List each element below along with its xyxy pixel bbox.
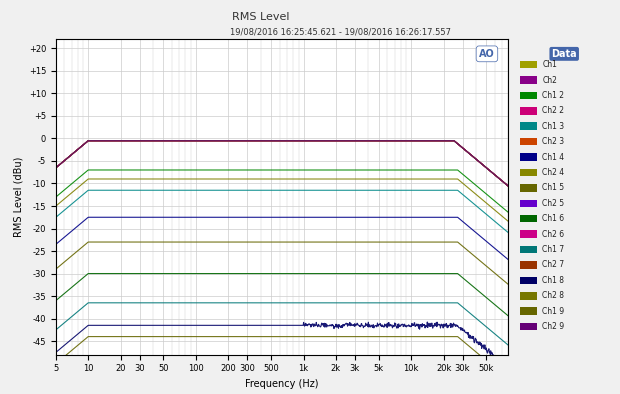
Text: Ch1 7: Ch1 7 <box>542 245 564 254</box>
Bar <box>520 277 538 284</box>
Bar <box>520 199 538 207</box>
Text: 19/08/2016 16:25:45.621 - 19/08/2016 16:26:17.557: 19/08/2016 16:25:45.621 - 19/08/2016 16:… <box>231 28 451 37</box>
Text: Ch2: Ch2 <box>542 76 557 85</box>
Bar <box>520 107 538 115</box>
Bar <box>520 153 538 161</box>
Bar <box>520 61 538 69</box>
Text: Ch1 9: Ch1 9 <box>542 307 564 316</box>
Text: Ch2 3: Ch2 3 <box>542 137 564 146</box>
Bar <box>520 123 538 130</box>
Bar <box>520 230 538 238</box>
Text: Ch2 8: Ch2 8 <box>542 291 564 300</box>
Text: Ch1 6: Ch1 6 <box>542 214 564 223</box>
Text: Ch1 5: Ch1 5 <box>542 183 564 192</box>
Text: Ch1: Ch1 <box>542 60 557 69</box>
Text: Data: Data <box>551 49 577 59</box>
Bar <box>520 307 538 315</box>
Text: Ch1 3: Ch1 3 <box>542 122 564 131</box>
Text: Ch1 4: Ch1 4 <box>542 152 564 162</box>
Bar <box>520 261 538 269</box>
Bar <box>520 323 538 330</box>
Text: Ch1 2: Ch1 2 <box>542 91 564 100</box>
Bar <box>520 92 538 99</box>
Text: AO: AO <box>479 49 495 59</box>
Text: Ch2 4: Ch2 4 <box>542 168 564 177</box>
Text: Ch1 8: Ch1 8 <box>542 276 564 285</box>
Text: Ch2 5: Ch2 5 <box>542 199 564 208</box>
Bar <box>520 76 538 84</box>
Text: RMS Level: RMS Level <box>232 12 289 22</box>
X-axis label: Frequency (Hz): Frequency (Hz) <box>246 379 319 389</box>
Text: Ch2 9: Ch2 9 <box>542 322 564 331</box>
Text: Ch2 2: Ch2 2 <box>542 106 564 115</box>
Bar <box>520 138 538 145</box>
Bar <box>520 184 538 191</box>
Text: Ch2 7: Ch2 7 <box>542 260 564 269</box>
Bar <box>520 292 538 299</box>
Y-axis label: RMS Level (dBu): RMS Level (dBu) <box>13 157 23 237</box>
Bar <box>520 169 538 176</box>
Text: Ch2 6: Ch2 6 <box>542 230 564 239</box>
Bar <box>520 246 538 253</box>
Bar <box>520 215 538 223</box>
